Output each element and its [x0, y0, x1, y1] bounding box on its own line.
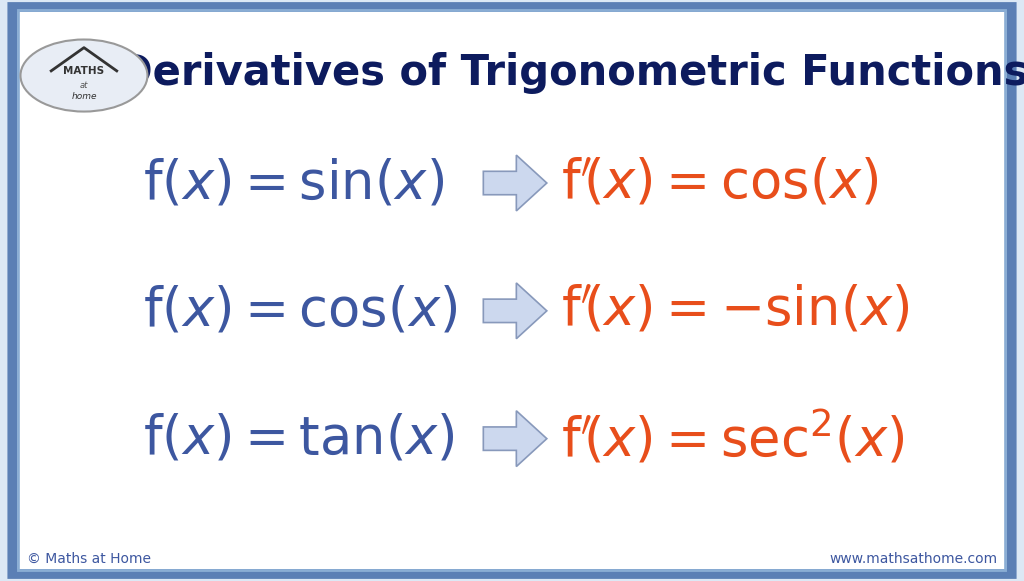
Polygon shape — [483, 411, 547, 467]
Text: $\mathsf{f}(\mathit{x}) = \mathsf{sin}(\mathit{x})$: $\mathsf{f}(\mathit{x}) = \mathsf{sin}(\… — [143, 157, 444, 209]
Text: at: at — [80, 81, 88, 91]
Text: Derivatives of Trigonometric Functions: Derivatives of Trigonometric Functions — [118, 52, 1024, 94]
Circle shape — [20, 40, 147, 112]
Text: $\mathsf{f'}\!(\mathit{x}) = \mathsf{sec}^{\mathsf{2}}(\mathit{x})$: $\mathsf{f'}\!(\mathit{x}) = \mathsf{sec… — [561, 410, 904, 468]
Text: MATHS: MATHS — [63, 66, 104, 77]
FancyBboxPatch shape — [12, 7, 1012, 574]
Polygon shape — [483, 155, 547, 211]
Text: www.mathsathome.com: www.mathsathome.com — [829, 552, 997, 566]
Text: home: home — [72, 92, 96, 101]
Text: $\mathsf{f}(\mathit{x}) = \mathsf{cos}(\mathit{x})$: $\mathsf{f}(\mathit{x}) = \mathsf{cos}(\… — [143, 285, 458, 337]
Text: $\mathsf{f'}\!(\mathit{x}) = \mathsf{cos}(\mathit{x})$: $\mathsf{f'}\!(\mathit{x}) = \mathsf{cos… — [561, 157, 879, 209]
Polygon shape — [483, 283, 547, 339]
Text: $\mathsf{f'}\!(\mathit{x}) = {-}\mathsf{sin}(\mathit{x})$: $\mathsf{f'}\!(\mathit{x}) = {-}\mathsf{… — [561, 285, 910, 337]
Text: $\mathsf{f}(\mathit{x}) = \mathsf{tan}(\mathit{x})$: $\mathsf{f}(\mathit{x}) = \mathsf{tan}(\… — [143, 413, 456, 465]
Text: © Maths at Home: © Maths at Home — [27, 552, 151, 566]
